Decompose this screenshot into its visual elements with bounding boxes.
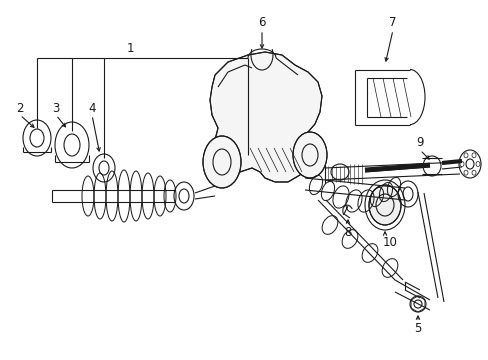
Ellipse shape	[292, 132, 326, 178]
Ellipse shape	[203, 136, 241, 188]
Text: 9: 9	[415, 135, 423, 149]
Text: 4: 4	[88, 102, 96, 114]
Text: 2: 2	[16, 102, 24, 114]
Text: 6: 6	[258, 15, 265, 28]
Ellipse shape	[368, 185, 400, 225]
Text: 1: 1	[126, 41, 134, 54]
Text: 3: 3	[52, 102, 60, 114]
Polygon shape	[209, 52, 321, 182]
Text: 10: 10	[382, 235, 397, 248]
Text: 7: 7	[388, 15, 396, 28]
Text: 8: 8	[344, 225, 351, 239]
Text: 5: 5	[413, 321, 421, 334]
